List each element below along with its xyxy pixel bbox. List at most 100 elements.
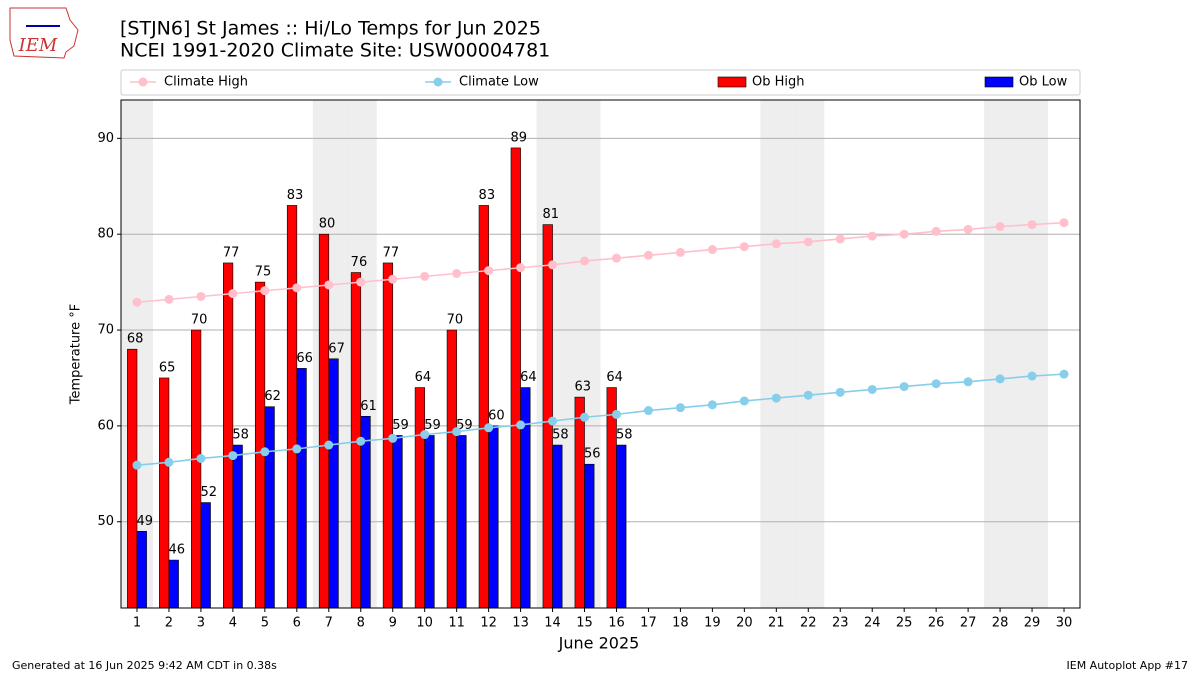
- line-marker: [132, 460, 142, 470]
- line-marker: [899, 382, 909, 392]
- y-tick-label: 70: [97, 323, 114, 338]
- line-marker: [356, 277, 366, 287]
- bar: [552, 444, 563, 609]
- legend-label: Climate Low: [459, 75, 539, 90]
- x-tick-label: 27: [960, 616, 977, 631]
- legend-swatch: [984, 76, 1014, 88]
- x-tick-label: 22: [800, 616, 817, 631]
- x-tick-label: 11: [448, 616, 465, 631]
- chart-subtitle: NCEI 1991-2020 Climate Site: USW00004781: [120, 40, 550, 62]
- line-marker: [484, 266, 494, 276]
- line-marker: [452, 268, 462, 278]
- data-label: 58: [232, 428, 249, 443]
- data-label: 64: [606, 370, 623, 385]
- line-marker: [1027, 371, 1037, 381]
- data-label: 58: [552, 428, 569, 443]
- data-label: 83: [287, 188, 304, 203]
- line-marker: [292, 444, 302, 454]
- data-label: 89: [511, 130, 528, 145]
- line-marker: [707, 400, 717, 410]
- bar: [446, 329, 457, 609]
- line-marker: [388, 433, 398, 443]
- x-tick-label: 23: [832, 616, 849, 631]
- data-label: 83: [479, 188, 496, 203]
- bar: [159, 377, 170, 609]
- bar: [136, 531, 147, 609]
- bar: [286, 205, 298, 609]
- bar: [392, 435, 403, 609]
- x-axis-title: June 2025: [558, 634, 640, 653]
- bar: [200, 502, 211, 609]
- line-marker: [292, 283, 302, 293]
- x-tick-label: 13: [512, 616, 529, 631]
- data-label: 81: [542, 207, 559, 222]
- x-tick-label: 14: [544, 616, 561, 631]
- data-label: 70: [191, 313, 208, 328]
- line-marker: [228, 289, 238, 299]
- x-tick-label: 28: [992, 616, 1009, 631]
- line-marker: [867, 231, 877, 241]
- weekend-shade: [984, 100, 1017, 608]
- data-label: 65: [159, 360, 176, 375]
- legend-label: Ob Low: [1019, 75, 1068, 90]
- line-marker: [771, 239, 781, 249]
- line-marker: [611, 253, 621, 263]
- data-label: 56: [584, 447, 601, 462]
- bar: [606, 387, 617, 609]
- bar: [424, 435, 435, 609]
- logo-text: IEM: [18, 35, 58, 56]
- x-tick-label: 30: [1056, 616, 1073, 631]
- bar: [296, 368, 307, 609]
- x-tick-label: 1: [133, 616, 141, 631]
- line-marker: [548, 260, 558, 270]
- line-marker: [548, 416, 558, 426]
- bar: [191, 329, 202, 609]
- line-marker: [899, 229, 909, 239]
- line-marker: [611, 409, 621, 419]
- line-marker: [580, 256, 590, 266]
- data-label: 77: [223, 245, 240, 260]
- bar: [616, 444, 627, 609]
- line-marker: [643, 250, 653, 260]
- x-tick-label: 18: [672, 616, 689, 631]
- data-label: 80: [319, 217, 336, 232]
- data-label: 70: [447, 313, 464, 328]
- line-marker: [1059, 218, 1069, 228]
- line-marker: [484, 423, 494, 433]
- legend-marker: [138, 77, 148, 87]
- x-tick-label: 3: [197, 616, 205, 631]
- line-marker: [963, 224, 973, 234]
- line-marker: [835, 234, 845, 244]
- y-tick-label: 50: [97, 514, 114, 529]
- bar: [318, 233, 330, 609]
- data-label: 59: [424, 418, 441, 433]
- data-label: 52: [200, 485, 217, 500]
- bar: [478, 205, 489, 609]
- x-tick-label: 6: [293, 616, 301, 631]
- data-label: 62: [264, 389, 281, 404]
- legend-box: [120, 69, 1081, 96]
- data-label: 66: [296, 351, 313, 366]
- x-tick-label: 29: [1024, 616, 1041, 631]
- line-marker: [739, 396, 749, 406]
- footer-left: Generated at 16 Jun 2025 9:42 AM CDT in …: [12, 659, 277, 672]
- line-marker: [388, 274, 398, 284]
- line: [136, 221, 1065, 304]
- plot-frame: [120, 99, 1081, 609]
- data-label: 59: [392, 418, 409, 433]
- line-marker: [835, 387, 845, 397]
- bar: [232, 444, 243, 609]
- x-tick-label: 24: [864, 616, 881, 631]
- line-marker: [452, 427, 462, 437]
- x-tick-label: 19: [704, 616, 721, 631]
- line-marker: [931, 379, 941, 389]
- line-marker: [803, 237, 813, 247]
- x-tick-label: 10: [416, 616, 433, 631]
- x-tick-label: 21: [768, 616, 785, 631]
- line-marker: [164, 294, 174, 304]
- line: [136, 373, 1065, 466]
- bar: [542, 224, 553, 609]
- line-marker: [260, 447, 270, 457]
- x-tick-label: 26: [928, 616, 945, 631]
- data-label: 61: [360, 399, 377, 414]
